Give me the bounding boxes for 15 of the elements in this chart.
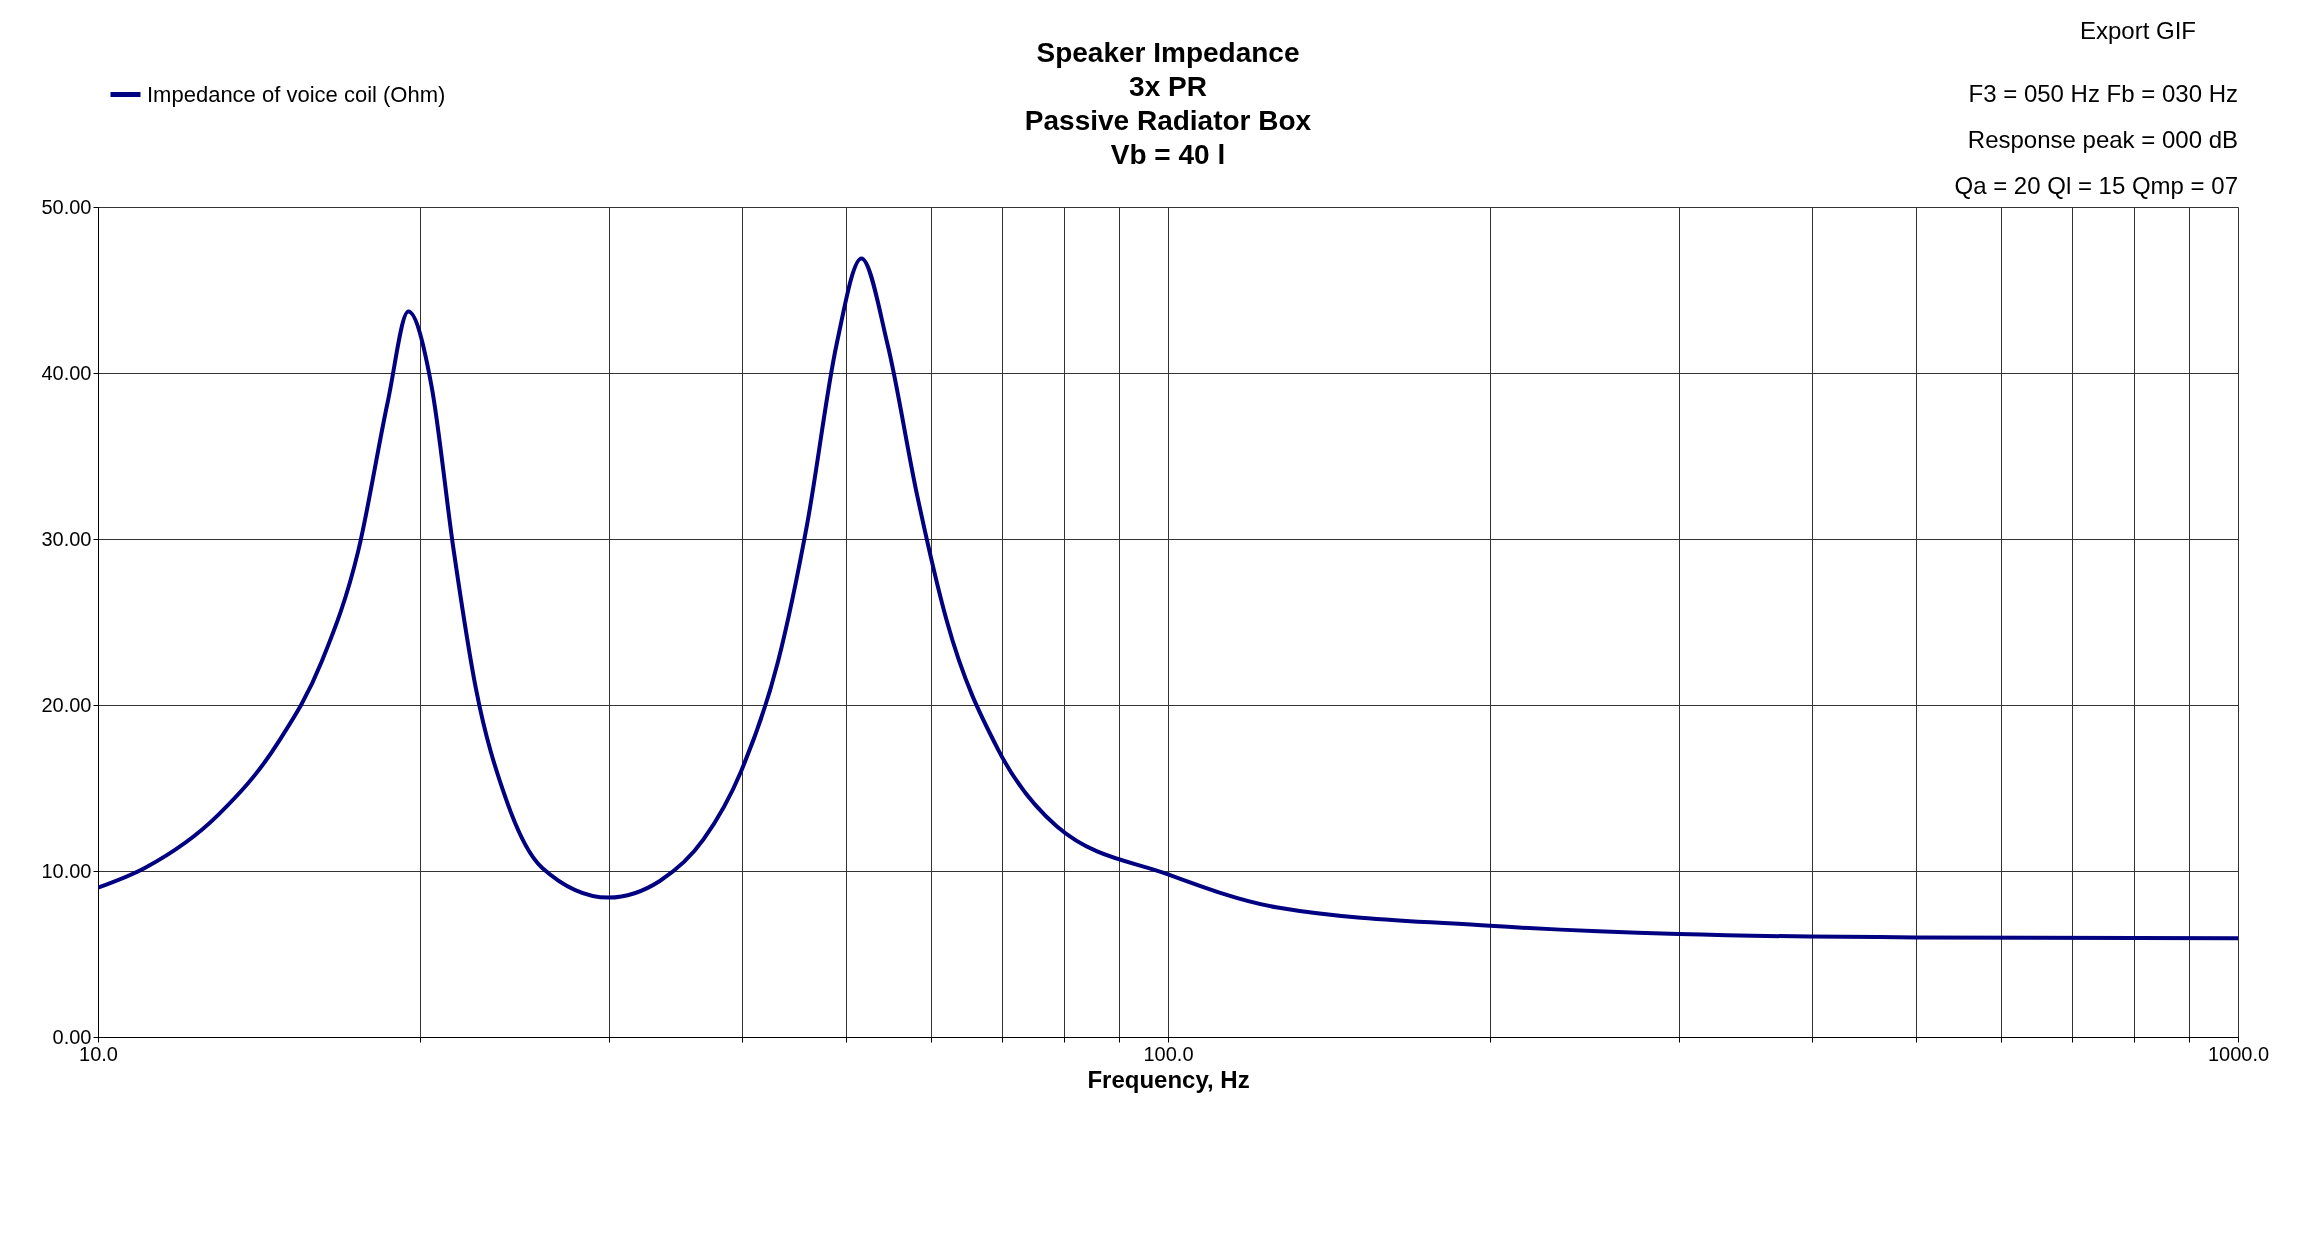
legend-label: Impedance of voice coil (Ohm) (147, 81, 446, 107)
y-tick-label: 10.00 (41, 859, 92, 882)
text: Response peak = 000 dB (1967, 126, 2238, 153)
text: Qa = 20 Ql = 15 Qmp = 07 (1954, 172, 2238, 199)
y-tick-label: 20.00 (41, 693, 92, 716)
x-tick-label: 1000.0 (2207, 1042, 2270, 1065)
y-tick-label: 40.00 (41, 361, 92, 384)
y-tick-label: 50.00 (41, 195, 92, 218)
text: Export GIF (2079, 17, 2197, 44)
x-axis-title: Frequency, Hz (1087, 1065, 1250, 1093)
x-tick-label: 100.0 (1143, 1042, 1194, 1065)
y-tick-label: 30.00 (41, 527, 92, 550)
chart-title: Speaker Impedance 3x PR Passive Radiator Box Vb = 40 l (1024, 37, 1312, 170)
text: F3 = 050 Hz Fb = 030 Hz (1968, 80, 2238, 107)
y-tick-label: 0.00 (52, 1025, 92, 1048)
